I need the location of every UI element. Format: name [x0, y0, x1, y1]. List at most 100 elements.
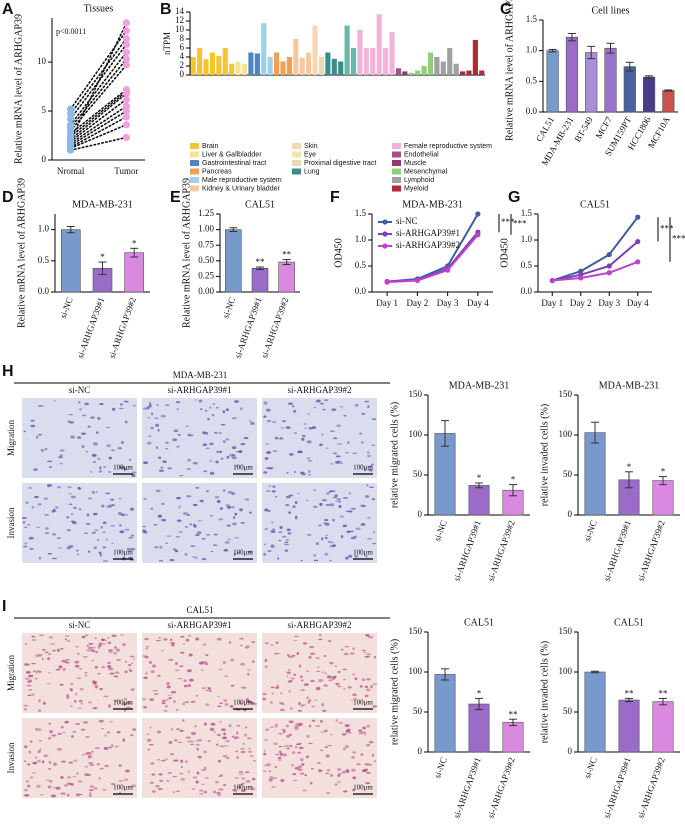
cell: [368, 469, 373, 472]
cell: [98, 642, 104, 644]
cell: [149, 698, 155, 702]
cell: [299, 675, 303, 679]
cell: [111, 744, 114, 748]
legend-swatch: [292, 160, 301, 166]
cell: [128, 458, 132, 461]
cell: [38, 405, 44, 407]
cell: [239, 508, 243, 512]
cell: [331, 677, 335, 681]
cell: [40, 449, 45, 452]
cell: [183, 684, 188, 688]
cell: [98, 719, 104, 723]
cell: [131, 784, 136, 788]
cell: [170, 691, 177, 694]
scale-label: 100μm: [353, 549, 373, 557]
micrograph-bg: [262, 483, 377, 563]
cell: [213, 431, 218, 434]
cell: [328, 679, 333, 682]
cell: [278, 531, 283, 533]
cell: [85, 450, 89, 453]
cell: [107, 705, 111, 708]
cell: [111, 542, 114, 545]
cell: [224, 745, 228, 747]
cell: [310, 768, 315, 770]
cell: [342, 770, 346, 774]
cell: [285, 426, 291, 429]
bar: [225, 229, 242, 293]
cell: [218, 668, 223, 671]
cell: [321, 709, 327, 712]
cell: [37, 503, 42, 506]
cell: [180, 651, 185, 654]
cell: [98, 551, 102, 555]
cell: [60, 776, 64, 779]
cell: [70, 520, 75, 523]
cell: [24, 677, 30, 680]
cell: [288, 494, 294, 497]
cell: [44, 651, 49, 654]
y-tick-label: 0.5: [38, 255, 50, 265]
cell: [32, 761, 38, 765]
cell: [244, 498, 250, 501]
cell: [240, 644, 243, 647]
cell: [89, 471, 93, 473]
bar: [293, 39, 299, 75]
cell: [103, 746, 109, 750]
cell: [212, 403, 216, 405]
cell: [364, 468, 367, 472]
cell: [305, 755, 310, 759]
series-line: [552, 240, 639, 282]
cell: [48, 636, 54, 639]
y-tick-label: 10: [37, 56, 47, 66]
cell: [325, 772, 330, 775]
cell: [175, 536, 181, 538]
cell: [226, 455, 230, 459]
cell: [226, 524, 231, 527]
cell: [143, 705, 148, 709]
cell: [62, 667, 66, 671]
cell: [122, 643, 126, 646]
cell: [149, 726, 152, 729]
cell: [65, 658, 70, 661]
cell: [315, 657, 320, 659]
cell: [24, 642, 28, 645]
bar: [440, 61, 446, 75]
point: [445, 267, 451, 273]
cell: [301, 437, 305, 441]
cell: [230, 658, 235, 662]
cell: [299, 747, 304, 750]
cell: [222, 440, 226, 443]
cell: [151, 790, 156, 793]
bar: [652, 701, 674, 753]
cell: [346, 530, 351, 533]
cell: [352, 452, 358, 454]
cell: [320, 671, 325, 673]
cell: [75, 793, 81, 797]
cell: [82, 635, 86, 639]
cell: [30, 424, 36, 428]
cell: [363, 651, 367, 654]
cell: [88, 762, 94, 765]
cell: [172, 438, 178, 442]
cell: [297, 742, 302, 745]
cell: [324, 729, 328, 733]
cell: [222, 736, 227, 740]
cell: [101, 727, 104, 730]
bar: [370, 48, 376, 75]
cell: [180, 759, 184, 763]
y-tick-label: 100: [409, 666, 423, 676]
cell: [330, 773, 333, 778]
y-tick-label: 0.0: [521, 286, 533, 296]
y-tick-label: 5: [42, 105, 47, 115]
cell: [297, 751, 302, 754]
cell: [31, 693, 35, 696]
cell: [156, 404, 159, 406]
cell: [27, 784, 31, 788]
cell: [313, 559, 319, 562]
cell: [190, 700, 196, 703]
cell: [250, 421, 255, 425]
cell: [87, 425, 91, 428]
cell: [98, 643, 102, 647]
cell: [263, 752, 267, 756]
cell: [200, 769, 206, 772]
